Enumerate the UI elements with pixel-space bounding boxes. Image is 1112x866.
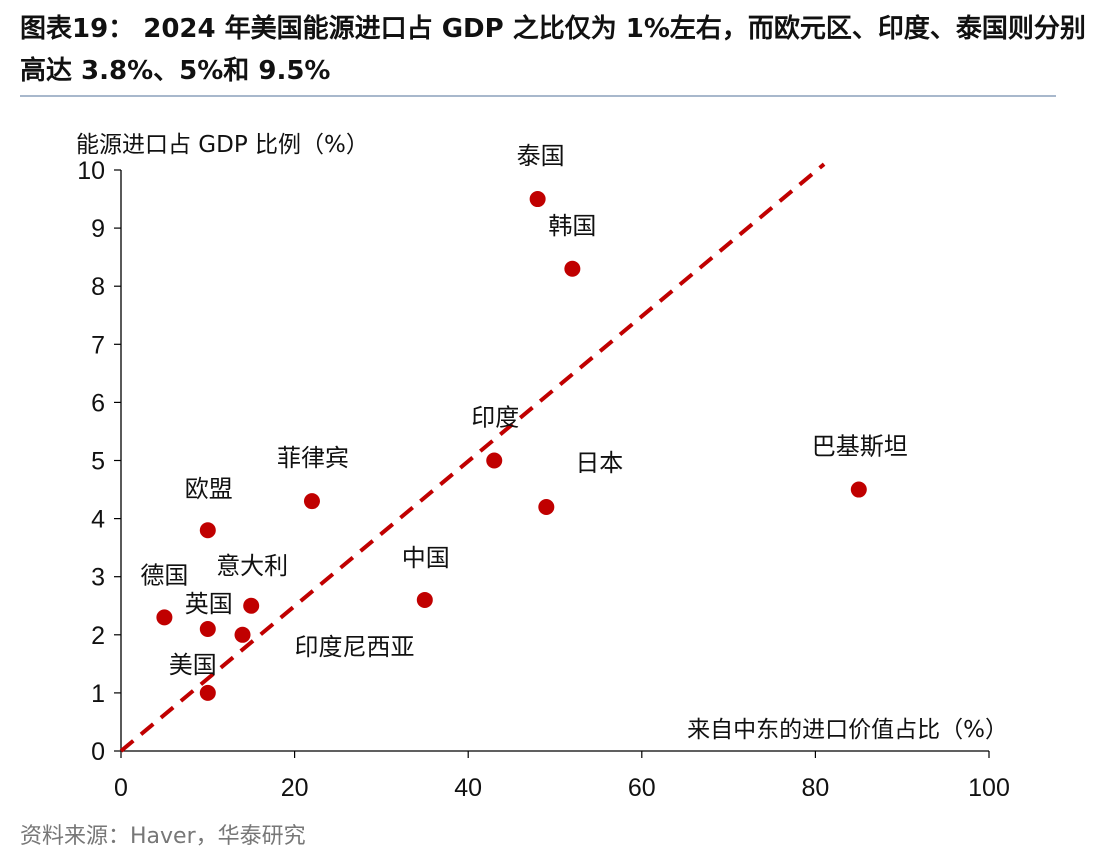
data-point-label: 欧盟 (185, 475, 233, 503)
data-point (486, 452, 503, 469)
y-tick-label: 6 (91, 389, 105, 417)
figure-title: 图表19： 2024 年美国能源进口占 GDP 之比仅为 1%左右，而欧元区、印… (20, 14, 1086, 86)
trendline (119, 162, 826, 753)
trendline-group (119, 162, 826, 753)
data-point-label: 美国 (169, 651, 217, 679)
data-point (303, 493, 320, 510)
y-tick-label: 1 (91, 680, 105, 708)
data-point (156, 609, 173, 626)
points-group (156, 191, 867, 701)
data-point (850, 481, 867, 498)
y-tick-label: 4 (91, 506, 105, 534)
y-tick-label: 2 (91, 622, 105, 650)
data-point (538, 498, 555, 515)
x-tick-label: 0 (114, 774, 128, 802)
data-point-label: 菲律宾 (277, 444, 349, 472)
data-point (199, 684, 216, 701)
data-point (416, 591, 433, 608)
x-tick-label: 80 (801, 774, 829, 802)
x-axis-label: 来自中东的进口价值占比（%） (687, 717, 1008, 743)
data-point-label: 德国 (140, 561, 188, 589)
data-point-label: 巴基斯坦 (812, 433, 908, 461)
data-point-label: 泰国 (517, 142, 565, 170)
y-tick-label: 0 (91, 738, 105, 766)
y-tick-label: 10 (77, 157, 105, 185)
data-point-label: 印度尼西亚 (295, 633, 415, 661)
data-point-label: 韩国 (548, 212, 596, 240)
y-tick-label: 9 (91, 215, 105, 243)
data-point (243, 597, 260, 614)
data-point-label: 英国 (185, 590, 233, 618)
y-tick-label: 7 (91, 331, 105, 359)
y-axis-label: 能源进口占 GDP 比例（%） (76, 132, 369, 158)
data-point (199, 522, 216, 539)
y-tick-label: 3 (91, 564, 105, 592)
x-tick-label: 60 (628, 774, 656, 802)
data-point (234, 626, 251, 643)
data-point-label: 意大利 (216, 552, 288, 580)
y-tick-label: 5 (91, 448, 105, 476)
data-point (529, 191, 546, 208)
data-point-label: 印度 (471, 404, 519, 432)
data-point (564, 260, 581, 277)
title-divider (20, 95, 1056, 97)
source-note: 资料来源：Haver，华泰研究 (20, 824, 306, 849)
data-point-label: 中国 (402, 544, 450, 572)
y-tick-label: 8 (91, 273, 105, 301)
data-point-label: 日本 (575, 449, 623, 477)
x-tick-label: 100 (968, 774, 1010, 802)
x-tick-label: 20 (281, 774, 309, 802)
data-point (199, 620, 216, 637)
x-tick-label: 40 (454, 774, 482, 802)
